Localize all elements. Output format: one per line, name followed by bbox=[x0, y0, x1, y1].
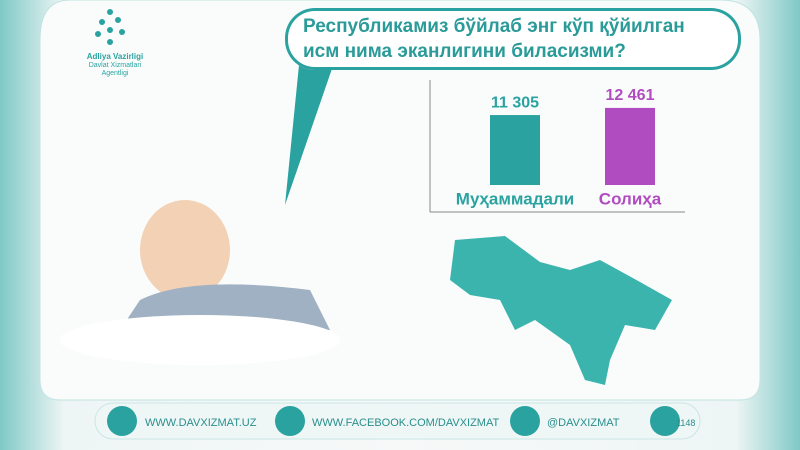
footer-facebook: WWW.FACEBOOK.COM/DAVXIZMAT bbox=[312, 417, 500, 429]
x-tick-label: Муҳаммадали bbox=[456, 189, 574, 208]
bar bbox=[490, 115, 540, 185]
footer-phone: 1148 bbox=[676, 418, 696, 428]
value-label: 11 305 bbox=[491, 94, 539, 111]
logo-text: Davlat Xizmatlari bbox=[88, 62, 142, 69]
x-tick-label: Солиҳа bbox=[599, 189, 662, 208]
chart-title: Республикамиз бўйлаб энг кўп қўйилган ис… bbox=[285, 8, 741, 70]
value-label: 12 461 bbox=[606, 87, 655, 104]
logo-text: Adliya Vazirligi bbox=[86, 52, 144, 61]
footer-website: WWW.DAVXIZMAT.UZ bbox=[145, 417, 257, 429]
footer-telegram: @DAVXIZMAT bbox=[547, 417, 620, 429]
chart: 11 305 Муҳаммадали 12 461 Солиҳа bbox=[429, 80, 685, 213]
bar bbox=[605, 107, 655, 185]
logo-text: Agentligi bbox=[101, 70, 129, 77]
